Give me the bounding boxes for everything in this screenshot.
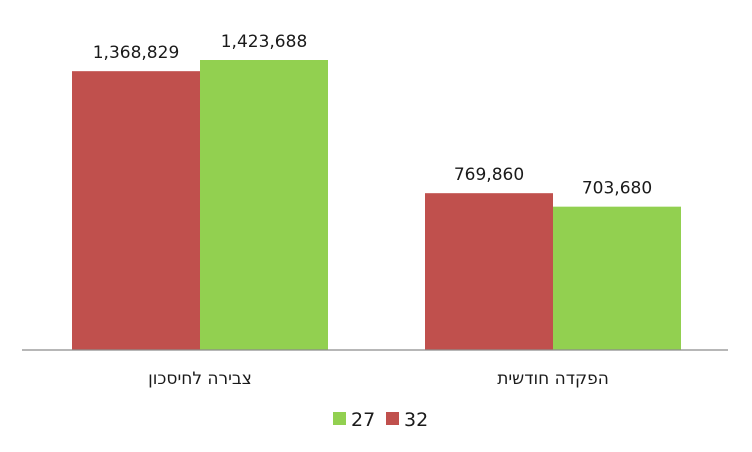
bars-group <box>72 60 681 351</box>
bar-series-27-cat-1 <box>553 206 681 350</box>
legend: 27 32 <box>333 409 428 431</box>
category-label-1: הפקדה חודשית <box>497 369 609 389</box>
legend-swatch-27 <box>333 412 346 425</box>
value-labels-group: 1,368,829 1,423,688 769,860 703,680 <box>93 32 652 199</box>
bar-series-32-cat-0 <box>72 71 200 351</box>
bar-series-27-cat-0 <box>200 60 328 350</box>
value-label-series-27-cat-0: 1,423,688 <box>221 32 308 52</box>
category-labels-group: צבירה לחיסכון הפקדה חודשית <box>148 369 609 389</box>
bar-series-32-cat-1 <box>425 193 553 350</box>
legend-label-32: 32 <box>404 409 428 431</box>
legend-swatch-32 <box>386 412 399 425</box>
value-label-series-27-cat-1: 703,680 <box>582 179 652 199</box>
legend-label-27: 27 <box>351 409 375 431</box>
value-label-series-32-cat-1: 769,860 <box>454 165 524 185</box>
value-label-series-32-cat-0: 1,368,829 <box>93 43 180 63</box>
category-label-0: צבירה לחיסכון <box>148 369 252 389</box>
